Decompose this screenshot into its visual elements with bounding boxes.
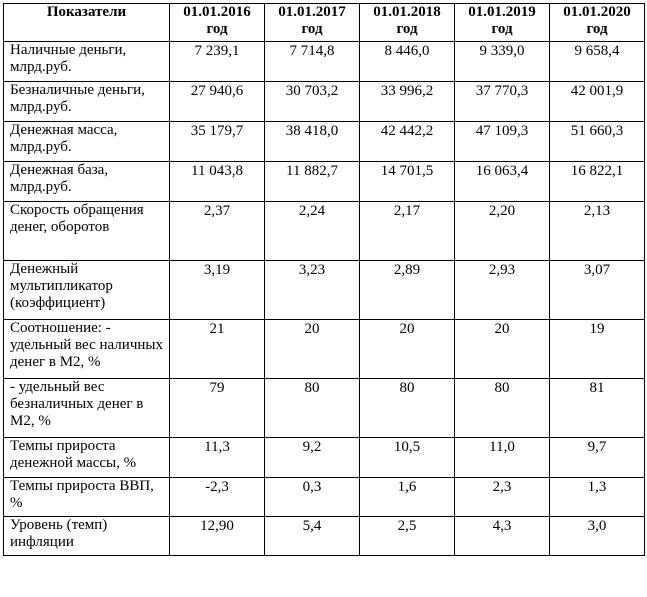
- table-cell: 30 703,2: [264, 81, 360, 122]
- row-label: Денежный мультипликатор (коэффициент): [3, 260, 170, 320]
- table-cell: 12,90: [169, 516, 265, 556]
- table-row: Соотношение: - удельный вес наличных ден…: [3, 319, 645, 379]
- table-cell: 2,93: [454, 260, 550, 320]
- table-row: Уровень (темп) инфляции 12,90 5,4 2,5 4,…: [3, 516, 645, 556]
- table-cell: 16 822,1: [549, 161, 645, 202]
- table-cell: 0,3: [264, 477, 360, 517]
- row-label: Темпы прироста ВВП, %: [3, 477, 170, 517]
- table-cell: 27 940,6: [169, 81, 265, 122]
- table-cell: -2,3: [169, 477, 265, 517]
- table-cell: 2,5: [359, 516, 455, 556]
- table-cell: 7 239,1: [169, 41, 265, 82]
- table-cell: 9,7: [549, 437, 645, 478]
- table-cell: 2,37: [169, 201, 265, 261]
- row-label: Денежная база, млрд.руб.: [3, 161, 170, 202]
- table-cell: 7 714,8: [264, 41, 360, 82]
- table-cell: 11,3: [169, 437, 265, 478]
- table-row: Наличные деньги, млрд.руб. 7 239,1 7 714…: [3, 41, 645, 82]
- table-cell: 9 339,0: [454, 41, 550, 82]
- table-cell: 3,23: [264, 260, 360, 320]
- table-cell: 8 446,0: [359, 41, 455, 82]
- table-cell: 5,4: [264, 516, 360, 556]
- header-year-2018: 01.01.2018 год: [359, 3, 455, 42]
- table-cell: 2,3: [454, 477, 550, 517]
- document-page: Показатели 01.01.2016 год 01.01.2017 год…: [3, 3, 645, 556]
- table-cell: 51 660,3: [549, 121, 645, 162]
- table-row: Скорость обращения денег, оборотов 2,37 …: [3, 201, 645, 261]
- table-cell: 10,5: [359, 437, 455, 478]
- table-cell: 42 001,9: [549, 81, 645, 122]
- table-row: Денежная масса, млрд.руб. 35 179,7 38 41…: [3, 121, 645, 162]
- table-cell: 14 701,5: [359, 161, 455, 202]
- header-indicators: Показатели: [3, 3, 170, 42]
- table-cell: 19: [549, 319, 645, 379]
- table-row: Темпы прироста ВВП, % -2,3 0,3 1,6 2,3 1…: [3, 477, 645, 517]
- table-cell: 80: [454, 378, 550, 438]
- header-year-2017: 01.01.2017 год: [264, 3, 360, 42]
- table-cell: 80: [359, 378, 455, 438]
- table-cell: 20: [454, 319, 550, 379]
- table-cell: 21: [169, 319, 265, 379]
- table-cell: 2,89: [359, 260, 455, 320]
- table-cell: 11 043,8: [169, 161, 265, 202]
- table-cell: 35 179,7: [169, 121, 265, 162]
- table-cell: 20: [359, 319, 455, 379]
- table-cell: 81: [549, 378, 645, 438]
- table-row: Денежная база, млрд.руб. 11 043,8 11 882…: [3, 161, 645, 202]
- table-cell: 42 442,2: [359, 121, 455, 162]
- table-cell: 11,0: [454, 437, 550, 478]
- table-cell: 2,17: [359, 201, 455, 261]
- header-year-2016: 01.01.2016 год: [169, 3, 265, 42]
- table-cell: 4,3: [454, 516, 550, 556]
- row-label: - удельный вес безналичных денег в М2, %: [3, 378, 170, 438]
- table-row: Темпы прироста денежной массы, % 11,3 9,…: [3, 437, 645, 478]
- table-cell: 9 658,4: [549, 41, 645, 82]
- table-cell: 79: [169, 378, 265, 438]
- row-label: Соотношение: - удельный вес наличных ден…: [3, 319, 170, 379]
- table-cell: 9,2: [264, 437, 360, 478]
- table-cell: 80: [264, 378, 360, 438]
- row-label: Денежная масса, млрд.руб.: [3, 121, 170, 162]
- table-cell: 3,07: [549, 260, 645, 320]
- table-cell: 2,20: [454, 201, 550, 261]
- table-row: Денежный мультипликатор (коэффициент) 3,…: [3, 260, 645, 320]
- row-label: Уровень (темп) инфляции: [3, 516, 170, 556]
- table-cell: 20: [264, 319, 360, 379]
- row-label: Безналичные деньги, млрд.руб.: [3, 81, 170, 122]
- table-cell: 33 996,2: [359, 81, 455, 122]
- row-label: Наличные деньги, млрд.руб.: [3, 41, 170, 82]
- table-cell: 2,13: [549, 201, 645, 261]
- header-year-2020: 01.01.2020 год: [549, 3, 645, 42]
- header-year-2019: 01.01.2019 год: [454, 3, 550, 42]
- table-cell: 2,24: [264, 201, 360, 261]
- table-row: - удельный вес безналичных денег в М2, %…: [3, 378, 645, 438]
- money-indicators-table: Показатели 01.01.2016 год 01.01.2017 год…: [3, 3, 645, 556]
- table-header-row: Показатели 01.01.2016 год 01.01.2017 год…: [3, 3, 645, 42]
- row-label: Темпы прироста денежной массы, %: [3, 437, 170, 478]
- row-label: Скорость обращения денег, оборотов: [3, 201, 170, 261]
- table-cell: 38 418,0: [264, 121, 360, 162]
- table-cell: 16 063,4: [454, 161, 550, 202]
- table-cell: 3,0: [549, 516, 645, 556]
- table-cell: 1,3: [549, 477, 645, 517]
- table-row: Безналичные деньги, млрд.руб. 27 940,6 3…: [3, 81, 645, 122]
- table-cell: 11 882,7: [264, 161, 360, 202]
- table-cell: 3,19: [169, 260, 265, 320]
- table-cell: 1,6: [359, 477, 455, 517]
- table-cell: 37 770,3: [454, 81, 550, 122]
- table-cell: 47 109,3: [454, 121, 550, 162]
